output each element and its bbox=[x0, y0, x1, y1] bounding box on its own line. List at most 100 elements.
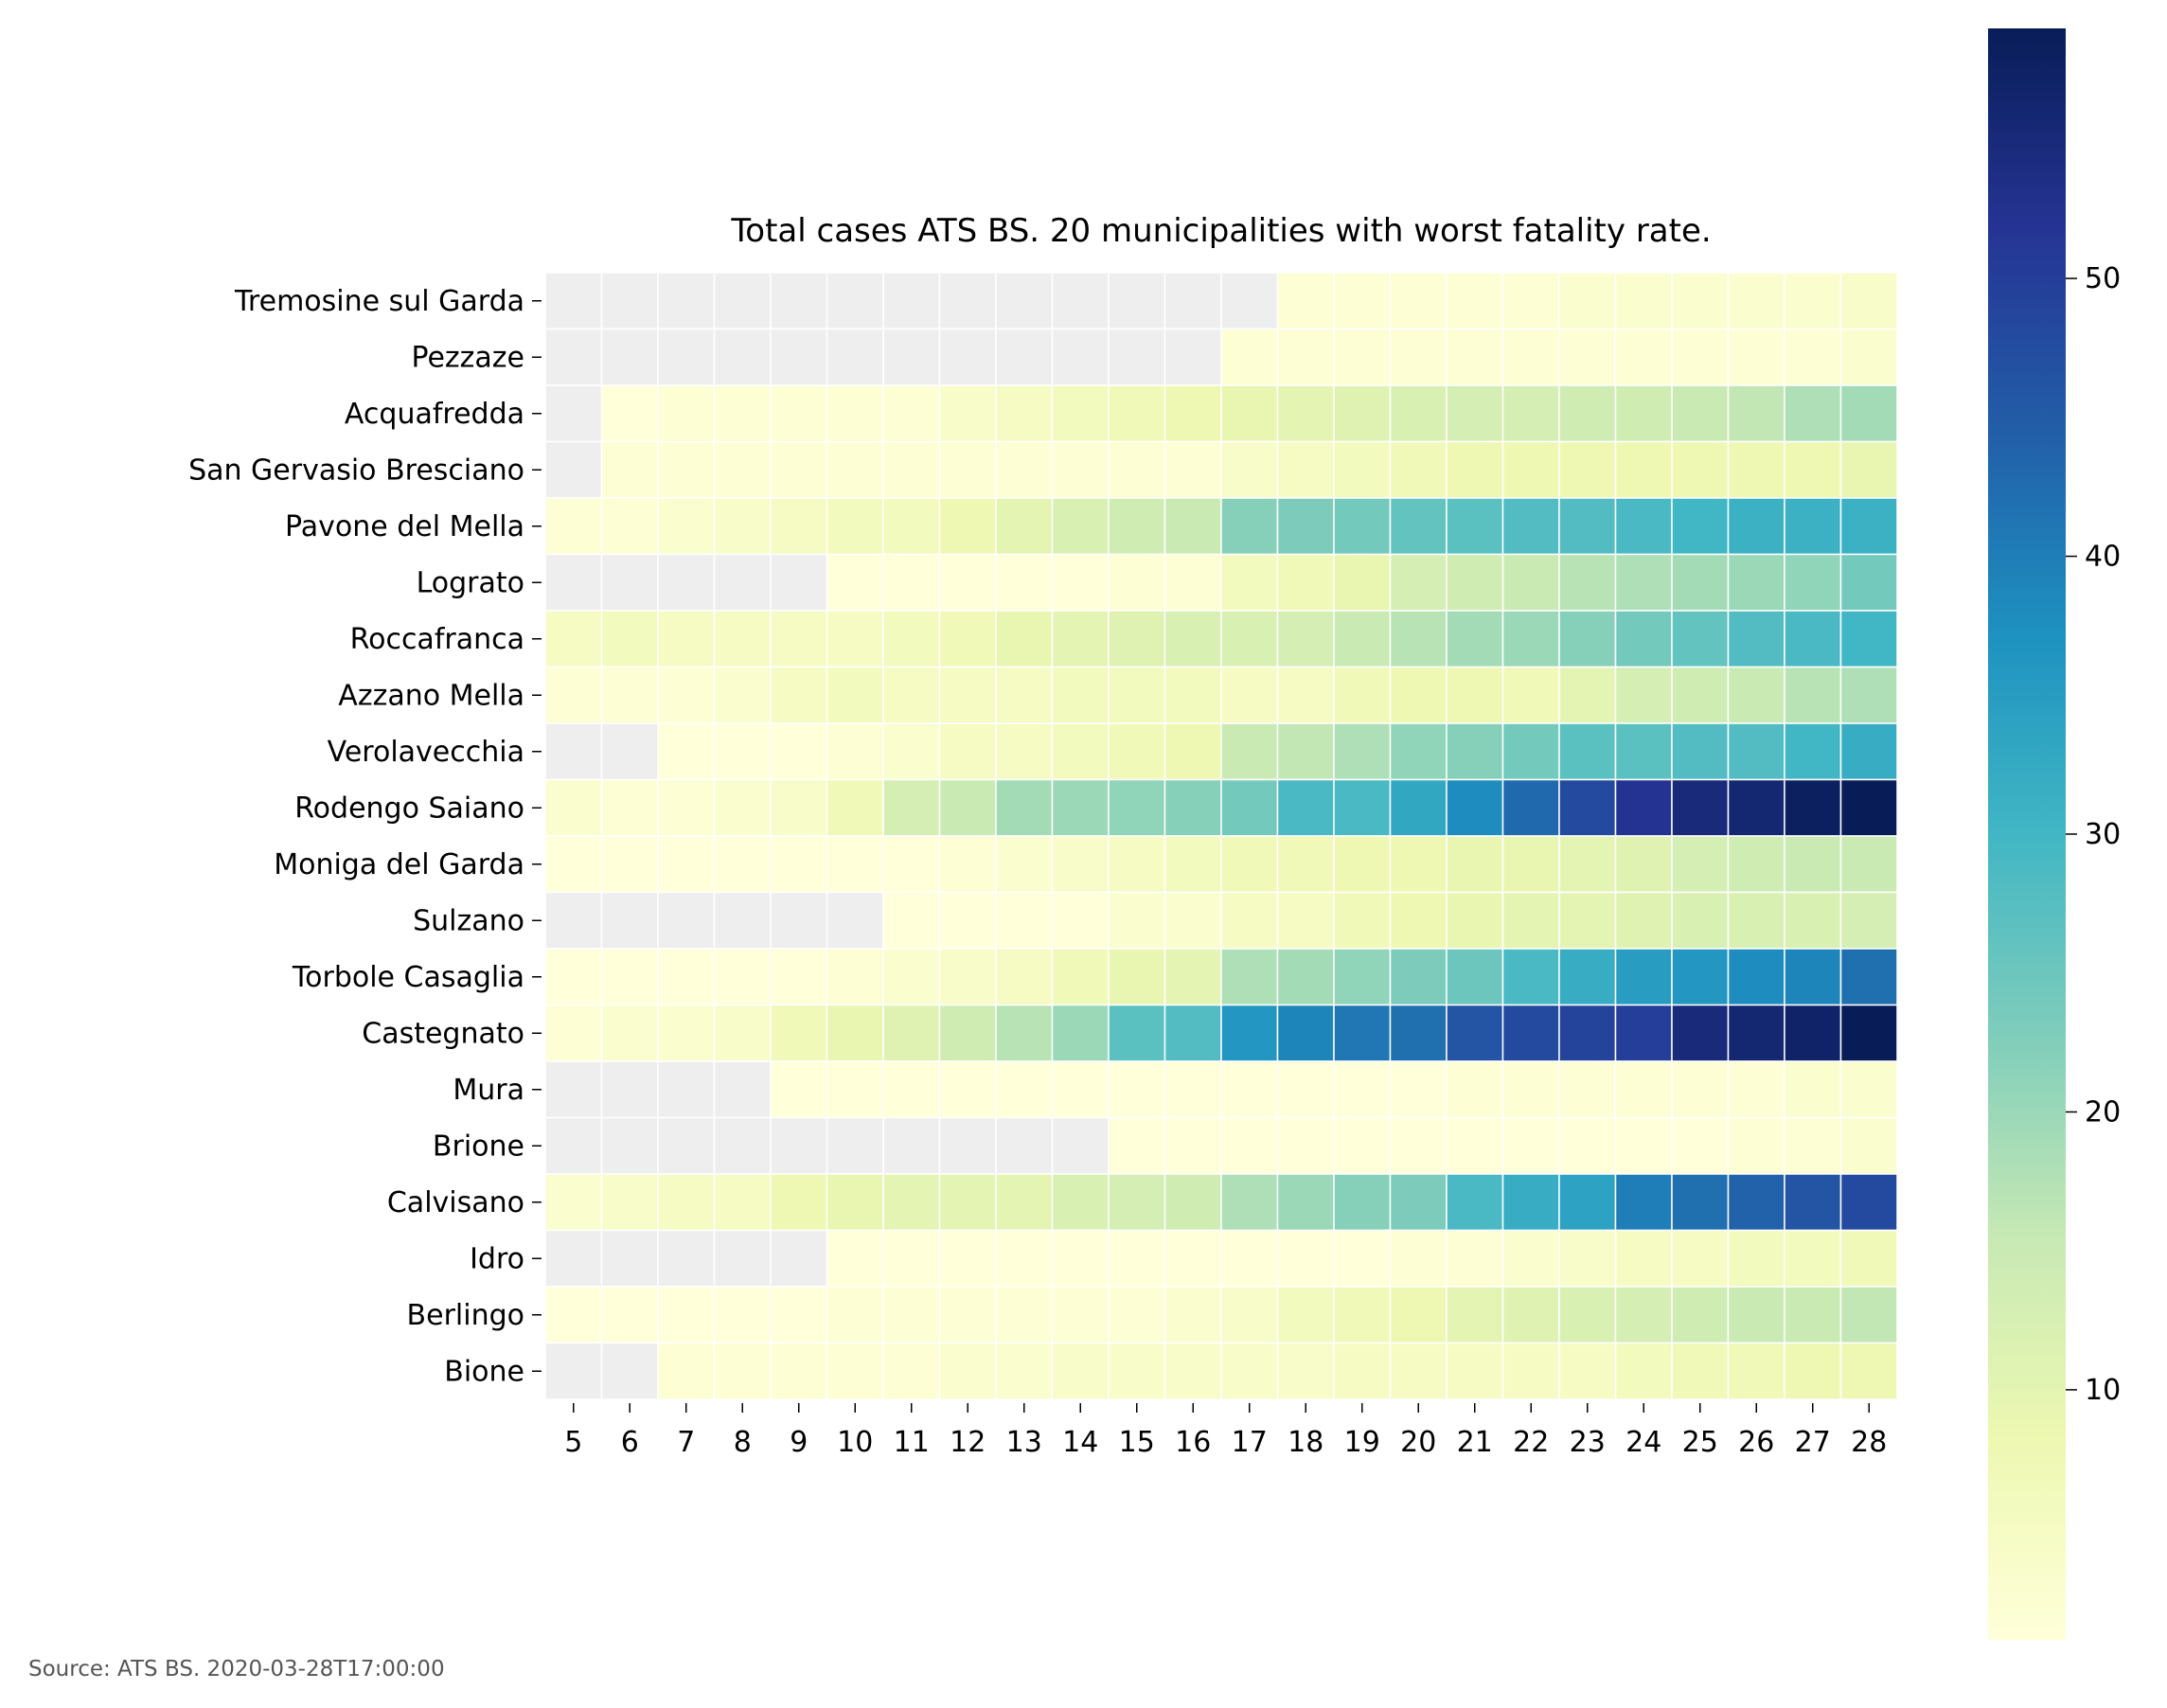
heatmap-cell bbox=[770, 835, 828, 894]
x-tick-label: 20 bbox=[1400, 1426, 1436, 1459]
heatmap-cell bbox=[1501, 666, 1560, 724]
heatmap-cell bbox=[1163, 610, 1222, 668]
heatmap-cell bbox=[657, 1286, 716, 1344]
heatmap-cell bbox=[882, 610, 941, 668]
heatmap-cell bbox=[1839, 1342, 1898, 1400]
heatmap-cell bbox=[770, 497, 828, 556]
colorbar-tick-label: 30 bbox=[2085, 818, 2121, 851]
x-tick-label: 6 bbox=[621, 1426, 639, 1459]
heatmap-cell bbox=[1614, 666, 1673, 724]
heatmap-cell bbox=[1558, 1286, 1617, 1344]
heatmap-cell bbox=[1051, 722, 1110, 781]
y-tick-label: Castegnato bbox=[362, 1017, 524, 1050]
y-tick-label: Pezzaze bbox=[411, 341, 524, 374]
heatmap-cell bbox=[1220, 778, 1279, 837]
heatmap-cell bbox=[1501, 1004, 1560, 1062]
heatmap-cell bbox=[1671, 553, 1730, 612]
heatmap-cell bbox=[1220, 272, 1279, 330]
heatmap-cell bbox=[1333, 497, 1392, 556]
heatmap-cell bbox=[995, 1229, 1054, 1288]
heatmap-cell bbox=[826, 384, 884, 443]
heatmap-cell bbox=[1784, 1116, 1842, 1175]
heatmap-cell bbox=[657, 1173, 716, 1232]
heatmap-cell bbox=[1558, 666, 1617, 724]
y-tick-label: Sulzano bbox=[413, 904, 524, 937]
x-tick-label: 19 bbox=[1344, 1426, 1380, 1459]
heatmap-cell bbox=[770, 1004, 828, 1062]
heatmap-cell bbox=[938, 722, 997, 781]
x-tick-label: 16 bbox=[1175, 1426, 1211, 1459]
heatmap-cell bbox=[1333, 610, 1392, 668]
heatmap-cell bbox=[544, 666, 603, 724]
y-tick-label: Azzano Mella bbox=[338, 679, 524, 712]
heatmap-cell bbox=[995, 610, 1054, 668]
heatmap-cell bbox=[1220, 722, 1279, 781]
heatmap-cell bbox=[1051, 1060, 1110, 1119]
heatmap-cell bbox=[1051, 610, 1110, 668]
heatmap-cell bbox=[1446, 1286, 1504, 1344]
heatmap-cell bbox=[826, 891, 884, 950]
x-tick-label: 22 bbox=[1513, 1426, 1549, 1459]
heatmap-cell bbox=[600, 1173, 659, 1232]
colorbar-tick-label: 50 bbox=[2085, 262, 2121, 295]
colorbar-tick-label: 40 bbox=[2085, 541, 2121, 574]
y-tick-label: Moniga del Garda bbox=[274, 848, 524, 881]
heatmap-cell bbox=[1727, 1173, 1785, 1232]
heatmap-cell bbox=[1276, 384, 1335, 443]
heatmap-cell bbox=[1051, 1229, 1110, 1288]
heatmap-cell bbox=[657, 440, 716, 499]
heatmap-cell bbox=[1501, 1229, 1560, 1288]
heatmap-cell bbox=[1784, 666, 1842, 724]
heatmap-cell bbox=[1446, 610, 1504, 668]
heatmap-cell bbox=[544, 384, 603, 443]
heatmap-cell bbox=[1784, 1004, 1842, 1062]
heatmap-cell bbox=[1276, 948, 1335, 1006]
heatmap-cell bbox=[1276, 1286, 1335, 1344]
heatmap-cell bbox=[1389, 1173, 1448, 1232]
heatmap-cell bbox=[1276, 1342, 1335, 1400]
heatmap-cell bbox=[882, 835, 941, 894]
heatmap-cell bbox=[826, 1116, 884, 1175]
heatmap-cell bbox=[1276, 722, 1335, 781]
heatmap-cell bbox=[882, 778, 941, 837]
heatmap-cell bbox=[1163, 384, 1222, 443]
heatmap-cell bbox=[1389, 1286, 1448, 1344]
heatmap-cell bbox=[938, 610, 997, 668]
heatmap-cell bbox=[1614, 384, 1673, 443]
colorbar-tick-label: 20 bbox=[2085, 1095, 2121, 1129]
x-tick-label: 28 bbox=[1851, 1426, 1887, 1459]
heatmap-cell bbox=[1389, 610, 1448, 668]
heatmap-cell bbox=[1558, 1342, 1617, 1400]
heatmap-cell bbox=[1784, 778, 1842, 837]
heatmap-cell bbox=[826, 610, 884, 668]
heatmap-cell bbox=[544, 948, 603, 1006]
heatmap-cell bbox=[544, 722, 603, 781]
x-tick-label: 7 bbox=[677, 1426, 695, 1459]
heatmap-cell bbox=[1108, 1229, 1166, 1288]
heatmap-cell bbox=[1558, 1173, 1617, 1232]
heatmap-cell bbox=[1671, 272, 1730, 330]
heatmap-cell bbox=[1163, 440, 1222, 499]
heatmap-cell bbox=[1276, 778, 1335, 837]
heatmap-cell bbox=[1784, 1173, 1842, 1232]
heatmap-cell bbox=[995, 553, 1054, 612]
heatmap-cell bbox=[1389, 272, 1448, 330]
heatmap-cell bbox=[1446, 272, 1504, 330]
heatmap-cell bbox=[1163, 666, 1222, 724]
heatmap-cell bbox=[938, 835, 997, 894]
y-tick-label: Berlingo bbox=[407, 1299, 524, 1332]
heatmap-cell bbox=[938, 328, 997, 386]
heatmap-cell bbox=[882, 440, 941, 499]
heatmap-cell bbox=[1446, 722, 1504, 781]
heatmap-cell bbox=[1220, 1116, 1279, 1175]
heatmap-cell bbox=[1839, 1004, 1898, 1062]
heatmap-cell bbox=[1446, 553, 1504, 612]
heatmap-cell bbox=[1446, 948, 1504, 1006]
heatmap-cell bbox=[1389, 384, 1448, 443]
heatmap-cell bbox=[1558, 835, 1617, 894]
heatmap-cell bbox=[1051, 272, 1110, 330]
heatmap-cell bbox=[657, 835, 716, 894]
heatmap-cell bbox=[882, 1342, 941, 1400]
heatmap-cell bbox=[1051, 553, 1110, 612]
